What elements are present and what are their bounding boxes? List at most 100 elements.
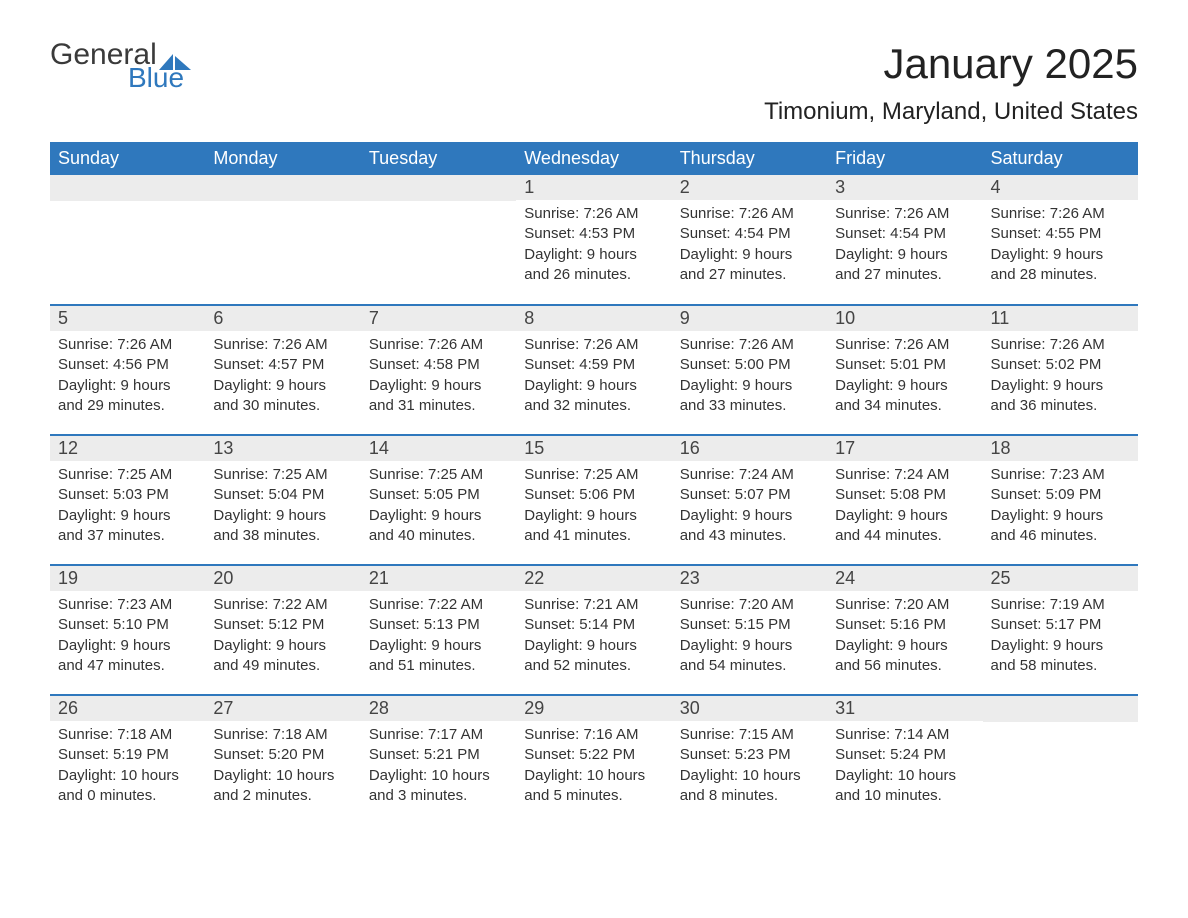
day-number: 28 bbox=[361, 696, 516, 721]
day-number: 31 bbox=[827, 696, 982, 721]
day-number: 5 bbox=[50, 306, 205, 331]
day-number: 15 bbox=[516, 436, 671, 461]
day-number: 6 bbox=[205, 306, 360, 331]
calendar-day-cell: 29Sunrise: 7:16 AMSunset: 5:22 PMDayligh… bbox=[516, 695, 671, 825]
calendar-day-cell: 2Sunrise: 7:26 AMSunset: 4:54 PMDaylight… bbox=[672, 175, 827, 305]
calendar-day-cell bbox=[361, 175, 516, 305]
daylight-text: Daylight: 9 hours and 32 minutes. bbox=[524, 376, 663, 417]
calendar-header-cell: Saturday bbox=[983, 142, 1138, 175]
day-body: Sunrise: 7:21 AMSunset: 5:14 PMDaylight:… bbox=[516, 591, 671, 690]
calendar-day-cell: 13Sunrise: 7:25 AMSunset: 5:04 PMDayligh… bbox=[205, 435, 360, 565]
sunset-text: Sunset: 5:03 PM bbox=[58, 485, 197, 505]
day-body: Sunrise: 7:20 AMSunset: 5:15 PMDaylight:… bbox=[672, 591, 827, 690]
day-number: 4 bbox=[983, 175, 1138, 200]
day-number: 26 bbox=[50, 696, 205, 721]
sunset-text: Sunset: 4:58 PM bbox=[369, 355, 508, 375]
sunrise-text: Sunrise: 7:18 AM bbox=[58, 725, 197, 745]
day-number: 12 bbox=[50, 436, 205, 461]
sunrise-text: Sunrise: 7:26 AM bbox=[369, 335, 508, 355]
day-body: Sunrise: 7:16 AMSunset: 5:22 PMDaylight:… bbox=[516, 721, 671, 820]
sunset-text: Sunset: 4:59 PM bbox=[524, 355, 663, 375]
sunset-text: Sunset: 5:22 PM bbox=[524, 745, 663, 765]
sunset-text: Sunset: 5:00 PM bbox=[680, 355, 819, 375]
calendar-day-cell bbox=[983, 695, 1138, 825]
day-number: 1 bbox=[516, 175, 671, 200]
day-body: Sunrise: 7:26 AMSunset: 4:53 PMDaylight:… bbox=[516, 200, 671, 299]
sunset-text: Sunset: 5:13 PM bbox=[369, 615, 508, 635]
location-text: Timonium, Maryland, United States bbox=[50, 98, 1138, 126]
daylight-text: Daylight: 9 hours and 47 minutes. bbox=[58, 636, 197, 677]
daylight-text: Daylight: 9 hours and 34 minutes. bbox=[835, 376, 974, 417]
calendar-day-cell: 31Sunrise: 7:14 AMSunset: 5:24 PMDayligh… bbox=[827, 695, 982, 825]
sunrise-text: Sunrise: 7:26 AM bbox=[991, 335, 1130, 355]
sunrise-text: Sunrise: 7:20 AM bbox=[680, 595, 819, 615]
calendar-week-row: 1Sunrise: 7:26 AMSunset: 4:53 PMDaylight… bbox=[50, 175, 1138, 305]
daylight-text: Daylight: 9 hours and 29 minutes. bbox=[58, 376, 197, 417]
sunrise-text: Sunrise: 7:26 AM bbox=[58, 335, 197, 355]
sunrise-text: Sunrise: 7:24 AM bbox=[680, 465, 819, 485]
daylight-text: Daylight: 9 hours and 31 minutes. bbox=[369, 376, 508, 417]
sunrise-text: Sunrise: 7:23 AM bbox=[58, 595, 197, 615]
day-body: Sunrise: 7:14 AMSunset: 5:24 PMDaylight:… bbox=[827, 721, 982, 820]
daylight-text: Daylight: 9 hours and 44 minutes. bbox=[835, 506, 974, 547]
sunrise-text: Sunrise: 7:18 AM bbox=[213, 725, 352, 745]
calendar-day-cell: 20Sunrise: 7:22 AMSunset: 5:12 PMDayligh… bbox=[205, 565, 360, 695]
day-body: Sunrise: 7:26 AMSunset: 5:00 PMDaylight:… bbox=[672, 331, 827, 430]
day-body: Sunrise: 7:20 AMSunset: 5:16 PMDaylight:… bbox=[827, 591, 982, 690]
daylight-text: Daylight: 9 hours and 27 minutes. bbox=[680, 245, 819, 286]
day-number: 9 bbox=[672, 306, 827, 331]
sunset-text: Sunset: 5:24 PM bbox=[835, 745, 974, 765]
calendar-day-cell: 18Sunrise: 7:23 AMSunset: 5:09 PMDayligh… bbox=[983, 435, 1138, 565]
sunrise-text: Sunrise: 7:26 AM bbox=[524, 335, 663, 355]
calendar-day-cell: 8Sunrise: 7:26 AMSunset: 4:59 PMDaylight… bbox=[516, 305, 671, 435]
sunset-text: Sunset: 5:04 PM bbox=[213, 485, 352, 505]
sunset-text: Sunset: 4:54 PM bbox=[835, 224, 974, 244]
calendar-header-cell: Sunday bbox=[50, 142, 205, 175]
day-number: 17 bbox=[827, 436, 982, 461]
daylight-text: Daylight: 10 hours and 2 minutes. bbox=[213, 766, 352, 807]
day-number: 11 bbox=[983, 306, 1138, 331]
day-number: 30 bbox=[672, 696, 827, 721]
day-body: Sunrise: 7:26 AMSunset: 4:54 PMDaylight:… bbox=[827, 200, 982, 299]
sunset-text: Sunset: 5:15 PM bbox=[680, 615, 819, 635]
calendar-header-cell: Monday bbox=[205, 142, 360, 175]
daylight-text: Daylight: 9 hours and 38 minutes. bbox=[213, 506, 352, 547]
sunset-text: Sunset: 5:01 PM bbox=[835, 355, 974, 375]
sunrise-text: Sunrise: 7:26 AM bbox=[680, 335, 819, 355]
calendar-day-cell: 26 Sunrise: 7:18 AMSunset: 5:19 PMDayligh… bbox=[50, 695, 205, 825]
day-body: Sunrise: 7:26 AMSunset: 4:58 PMDaylight:… bbox=[361, 331, 516, 430]
sunrise-text: Sunrise: 7:20 AM bbox=[835, 595, 974, 615]
calendar-day-cell: 14Sunrise: 7:25 AMSunset: 5:05 PMDayligh… bbox=[361, 435, 516, 565]
daylight-text: Daylight: 9 hours and 41 minutes. bbox=[524, 506, 663, 547]
calendar-day-cell: 5 Sunrise: 7:26 AMSunset: 4:56 PMDaylight… bbox=[50, 305, 205, 435]
day-body: Sunrise: 7:26 AMSunset: 4:54 PMDaylight:… bbox=[672, 200, 827, 299]
sunrise-text: Sunrise: 7:22 AM bbox=[213, 595, 352, 615]
sunset-text: Sunset: 5:23 PM bbox=[680, 745, 819, 765]
calendar-header-cell: Wednesday bbox=[516, 142, 671, 175]
sunset-text: Sunset: 5:19 PM bbox=[58, 745, 197, 765]
day-number: 16 bbox=[672, 436, 827, 461]
calendar-day-cell: 3Sunrise: 7:26 AMSunset: 4:54 PMDaylight… bbox=[827, 175, 982, 305]
sunset-text: Sunset: 5:02 PM bbox=[991, 355, 1130, 375]
sunrise-text: Sunrise: 7:15 AM bbox=[680, 725, 819, 745]
page-title: January 2025 bbox=[883, 40, 1138, 88]
day-number bbox=[361, 175, 516, 201]
daylight-text: Daylight: 9 hours and 46 minutes. bbox=[991, 506, 1130, 547]
day-body: Sunrise: 7:22 AMSunset: 5:12 PMDaylight:… bbox=[205, 591, 360, 690]
day-number: 24 bbox=[827, 566, 982, 591]
calendar-day-cell bbox=[205, 175, 360, 305]
day-number: 14 bbox=[361, 436, 516, 461]
sunset-text: Sunset: 4:56 PM bbox=[58, 355, 197, 375]
sunrise-text: Sunrise: 7:24 AM bbox=[835, 465, 974, 485]
sunrise-text: Sunrise: 7:25 AM bbox=[58, 465, 197, 485]
day-body: Sunrise: 7:15 AMSunset: 5:23 PMDaylight:… bbox=[672, 721, 827, 820]
day-number: 27 bbox=[205, 696, 360, 721]
daylight-text: Daylight: 10 hours and 0 minutes. bbox=[58, 766, 197, 807]
day-number: 25 bbox=[983, 566, 1138, 591]
day-body: Sunrise: 7:22 AMSunset: 5:13 PMDaylight:… bbox=[361, 591, 516, 690]
daylight-text: Daylight: 10 hours and 8 minutes. bbox=[680, 766, 819, 807]
day-body: Sunrise: 7:23 AMSunset: 5:10 PMDaylight:… bbox=[50, 591, 205, 690]
sunset-text: Sunset: 4:57 PM bbox=[213, 355, 352, 375]
sunset-text: Sunset: 5:20 PM bbox=[213, 745, 352, 765]
day-number: 7 bbox=[361, 306, 516, 331]
